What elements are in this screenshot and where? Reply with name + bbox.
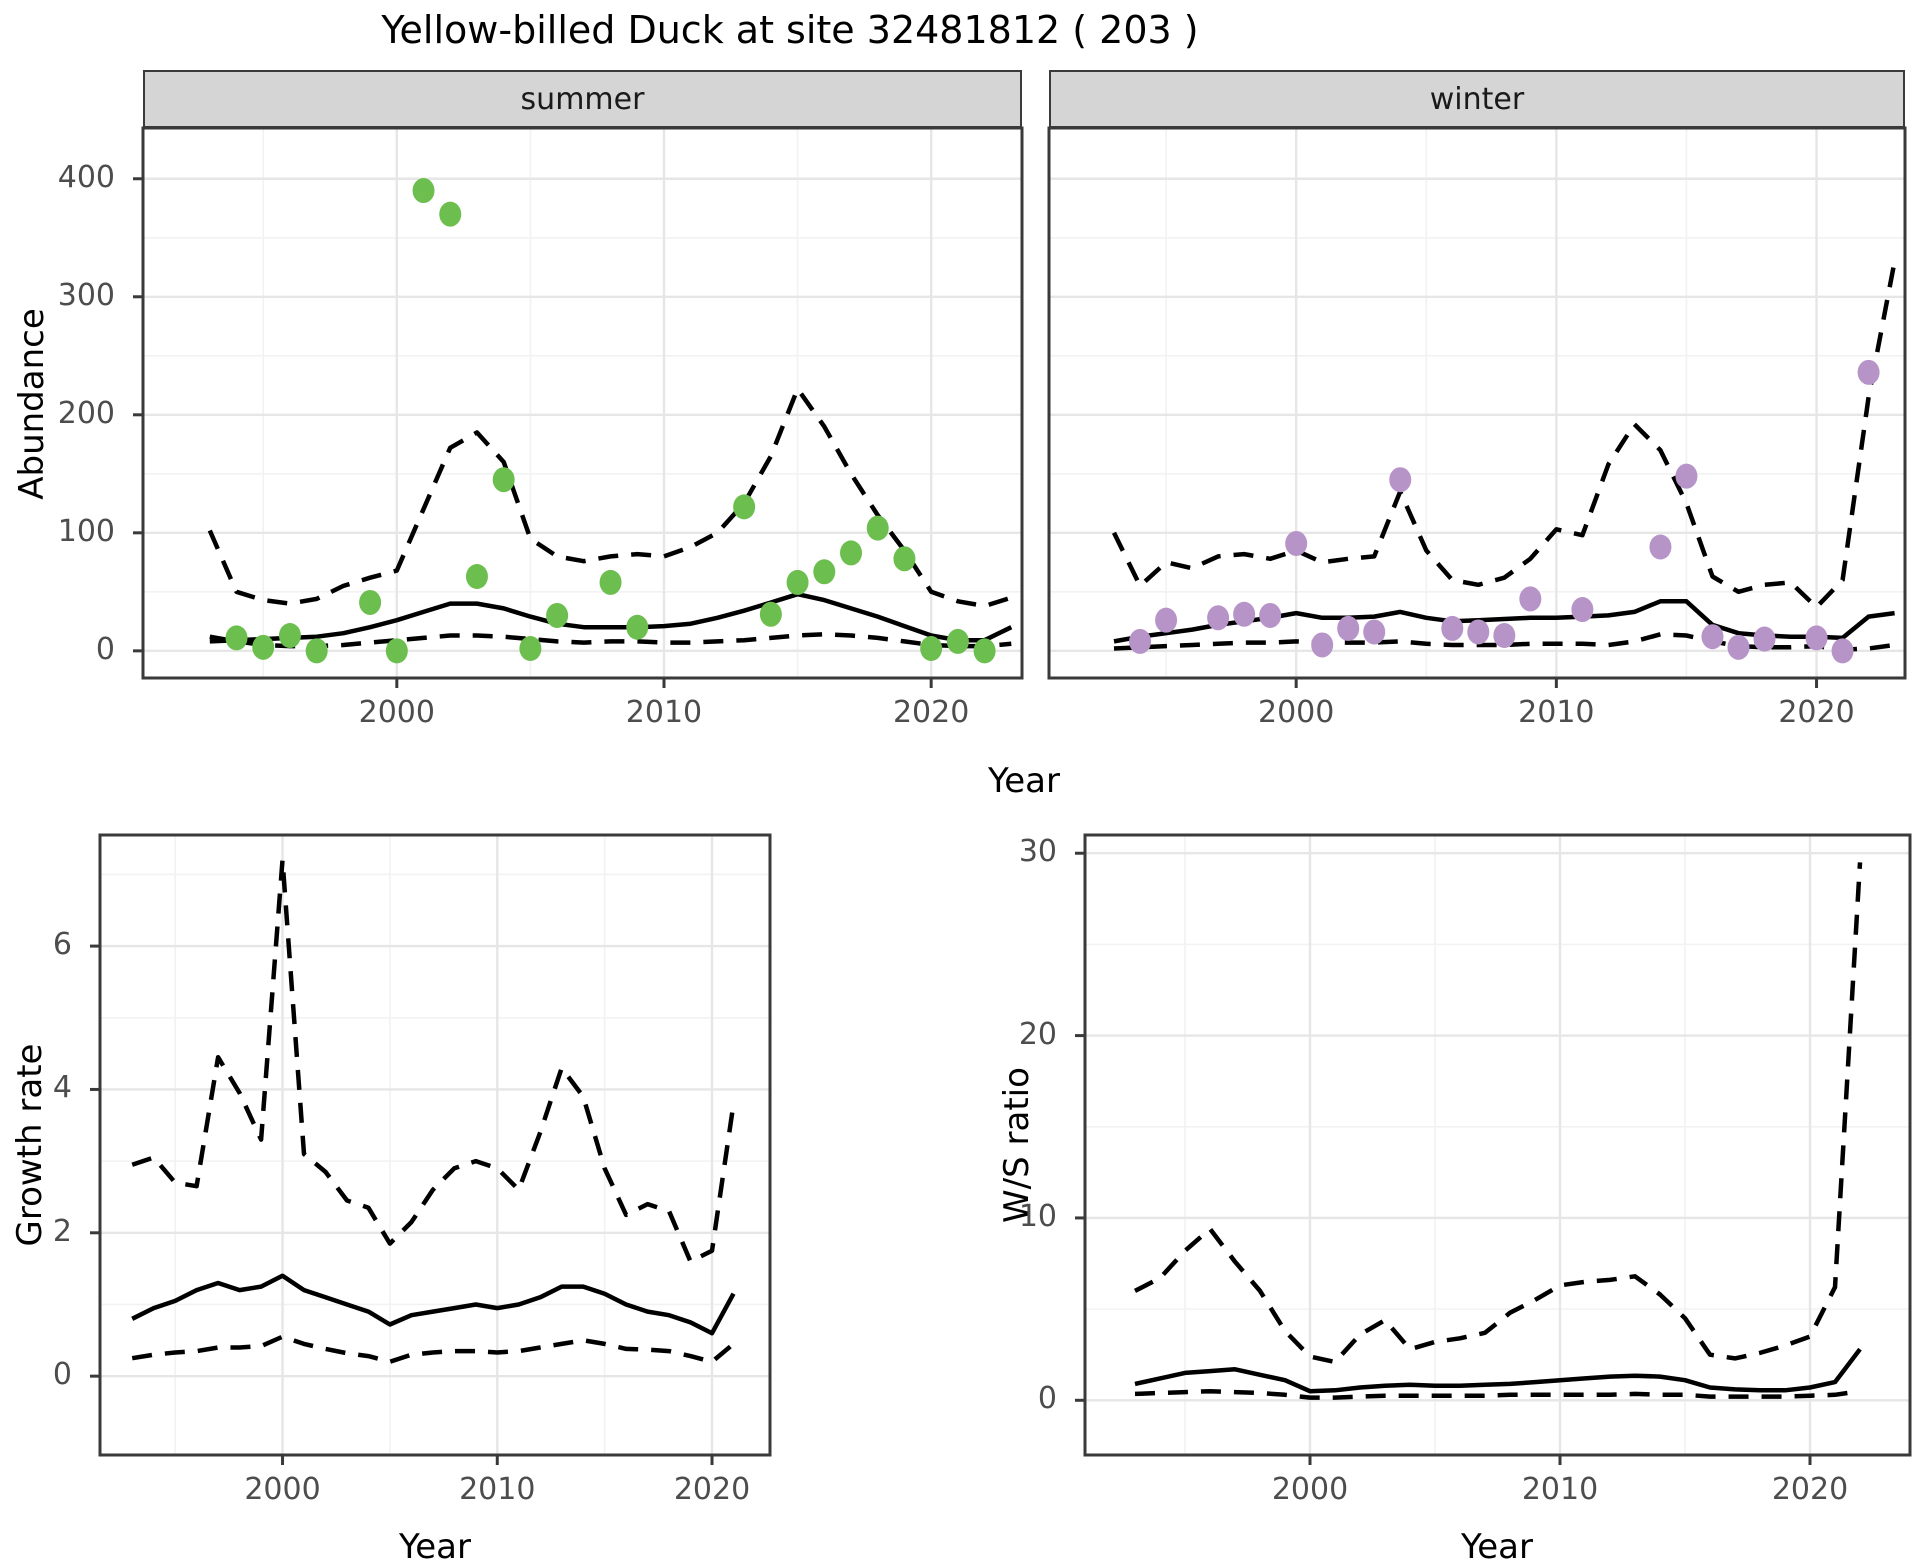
x-axis-title-year-top: Year <box>988 761 1060 801</box>
x-axis-title-year-bottom-left: Year <box>399 1527 471 1560</box>
growth-rate-panel <box>84 819 786 1475</box>
facet-strip-summer: summer <box>143 70 1022 128</box>
ws-ratio-panel <box>1069 819 1920 1475</box>
y-axis-tick-label: 300 <box>57 277 115 313</box>
y-axis-tick-label: 0 <box>95 631 115 667</box>
y-axis-tick-label: 4 <box>52 1070 72 1106</box>
chart-title: Yellow-billed Duck at site 32481812 ( 20… <box>381 8 1199 52</box>
x-axis-tick-label: 2000 <box>244 1472 321 1507</box>
y-axis-tick-label: 30 <box>1018 834 1057 870</box>
y-axis-tick-label: 0 <box>52 1357 72 1393</box>
y-axis-title-growth-rate: Growth rate <box>10 1043 50 1247</box>
x-axis-tick-label: 2010 <box>1521 1472 1599 1507</box>
abundance-winter-panel <box>1033 112 1920 698</box>
x-axis-tick-label: 2020 <box>673 1472 751 1507</box>
y-axis-tick-label: 2 <box>52 1213 72 1249</box>
y-axis-tick-label: 10 <box>1018 1198 1057 1234</box>
x-axis-tick-label: 2020 <box>1778 695 1855 730</box>
y-axis-tick-label: 200 <box>57 395 115 431</box>
y-axis-tick-label: 20 <box>1018 1016 1057 1052</box>
y-axis-tick-label: 6 <box>52 927 72 963</box>
x-axis-tick-label: 2020 <box>1771 1472 1849 1507</box>
x-axis-tick-label: 2000 <box>358 695 435 730</box>
facet-strip-winter: winter <box>1049 70 1905 128</box>
x-axis-tick-label: 2020 <box>892 695 970 730</box>
x-axis-tick-label: 2010 <box>625 695 703 730</box>
x-axis-tick-label: 2000 <box>1257 695 1335 730</box>
y-axis-tick-label: 400 <box>57 159 115 195</box>
y-axis-tick-label: 0 <box>1037 1381 1057 1417</box>
x-axis-tick-label: 2000 <box>1271 1472 1349 1507</box>
y-axis-tick-label: 100 <box>57 513 115 549</box>
x-axis-tick-label: 2010 <box>1518 695 1595 730</box>
abundance-summer-panel <box>127 112 1038 698</box>
x-axis-tick-label: 2010 <box>459 1472 536 1507</box>
x-axis-title-year-bottom-right: Year <box>1461 1527 1533 1560</box>
